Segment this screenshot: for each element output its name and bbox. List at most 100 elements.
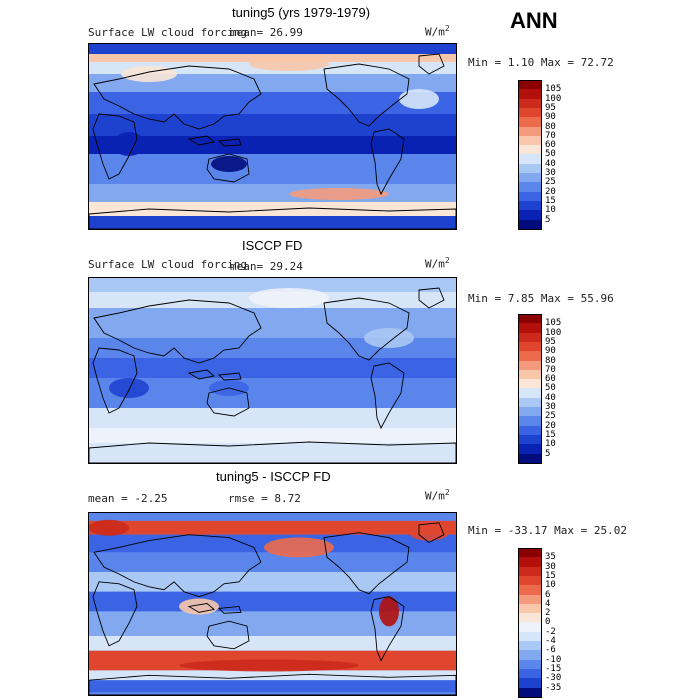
coastline <box>418 522 445 544</box>
coastline <box>370 596 405 662</box>
colorbar-frame <box>518 314 542 464</box>
contour-blob <box>264 537 334 558</box>
coastline <box>323 63 410 127</box>
colorbar-label: 60 <box>545 374 556 385</box>
colorbar-label: 90 <box>545 112 556 123</box>
panel2-unit: W/m2 <box>425 256 450 271</box>
colorbar-label: 30 <box>545 561 556 572</box>
colorbar-label: 15 <box>545 570 556 581</box>
coastline <box>92 113 138 180</box>
contour-blob <box>249 288 329 308</box>
panel3-unit: W/m2 <box>425 488 450 503</box>
coastlines <box>89 287 456 463</box>
panel1-title: tuning5 (yrs 1979-1979) <box>232 5 371 20</box>
coastline <box>89 207 456 229</box>
colorbar-label: 95 <box>545 102 556 113</box>
contour-blob <box>279 410 399 426</box>
panel2-mean: mean= 29.24 <box>230 260 303 273</box>
panel1-minmax: Min = 1.10 Max = 72.72 <box>468 56 614 69</box>
panel1-map-image <box>89 44 456 229</box>
coastline <box>93 299 262 364</box>
panel3-map <box>88 512 457 696</box>
contour-blob <box>109 378 149 398</box>
contour-blob <box>249 57 329 71</box>
contour-band <box>89 680 456 693</box>
coastline <box>206 387 250 417</box>
colorbar-label: -35 <box>545 682 562 693</box>
coastline <box>93 65 262 130</box>
contour-band <box>89 216 456 229</box>
panel1-unit: W/m2 <box>425 24 450 39</box>
contour-band <box>89 408 456 428</box>
panel2-map-image <box>89 278 456 463</box>
contour-band <box>89 635 456 651</box>
coastlines <box>89 53 456 229</box>
colorbar-label: 100 <box>545 327 562 338</box>
contour-band <box>89 338 456 358</box>
colorbar-label: 95 <box>545 336 556 347</box>
colorbar-frame <box>518 80 542 230</box>
coastline <box>93 534 262 598</box>
colorbar-label: -6 <box>545 645 556 656</box>
panel3-mean: mean = -2.25 <box>88 492 168 505</box>
panel2-map <box>88 277 457 464</box>
contour-band <box>89 114 456 136</box>
colorbar-label: 5 <box>545 448 551 459</box>
contour-band <box>89 428 456 443</box>
contour-blob <box>211 156 247 172</box>
colorbar-label: -2 <box>545 626 556 637</box>
colorbar-label: 25 <box>545 177 556 188</box>
colorbar-label: 40 <box>545 392 556 403</box>
coastline <box>218 605 242 614</box>
panel2-variable: Surface LW cloud forcing <box>88 258 247 271</box>
colorbar-label: 25 <box>545 411 556 422</box>
coastline <box>370 362 405 430</box>
colorbar-label: 10 <box>545 439 556 450</box>
coastline <box>187 135 215 146</box>
colorbar-label: 20 <box>545 186 556 197</box>
colorbar-label: -30 <box>545 673 562 684</box>
colorbar-label: 2 <box>545 608 551 619</box>
panel3-minmax: Min = -33.17 Max = 25.02 <box>468 524 627 537</box>
panel1-map <box>88 43 457 230</box>
colorbar-label: -4 <box>545 636 556 646</box>
contour-blob <box>121 66 177 82</box>
colorbar-label: 20 <box>545 420 556 431</box>
contour-blob <box>364 328 414 348</box>
contour-band <box>89 670 456 681</box>
colorbar-label: 6 <box>545 589 551 600</box>
colorbar-label: 10 <box>545 580 556 591</box>
coastline <box>187 369 215 380</box>
contour-band <box>89 520 456 535</box>
contour-band <box>89 44 456 54</box>
panel1-mean: mean= 26.99 <box>230 26 303 39</box>
coastline <box>370 128 405 196</box>
colorbar-label: -10 <box>545 654 562 665</box>
contour-blob <box>89 519 129 536</box>
contour-band <box>89 591 456 612</box>
colorbar-label: 105 <box>545 84 562 95</box>
coastline <box>206 620 250 650</box>
contour-band <box>89 202 456 216</box>
colorbar-label: 100 <box>545 93 562 104</box>
colorbar-label: 70 <box>545 364 556 375</box>
contour-band <box>89 572 456 592</box>
contour-band <box>89 136 456 154</box>
colorbar-label: 35 <box>545 552 556 563</box>
coastline <box>206 153 250 183</box>
coastline <box>92 347 138 414</box>
season-label: ANN <box>510 8 558 33</box>
coastline <box>218 138 242 147</box>
contour-band <box>89 358 456 378</box>
colorbar-label: -15 <box>545 663 562 674</box>
colorbar-label: 40 <box>545 158 556 169</box>
coastline <box>323 297 410 361</box>
colorbar-label: 10 <box>545 205 556 216</box>
coastline <box>92 581 138 647</box>
panel3-map-image <box>89 513 456 695</box>
colorbar-label: 30 <box>545 402 556 412</box>
colorbar-label: 15 <box>545 429 556 440</box>
colorbar-label: 70 <box>545 130 556 141</box>
coastline <box>418 53 445 75</box>
panel1-variable: Surface LW cloud forcing <box>88 26 247 39</box>
